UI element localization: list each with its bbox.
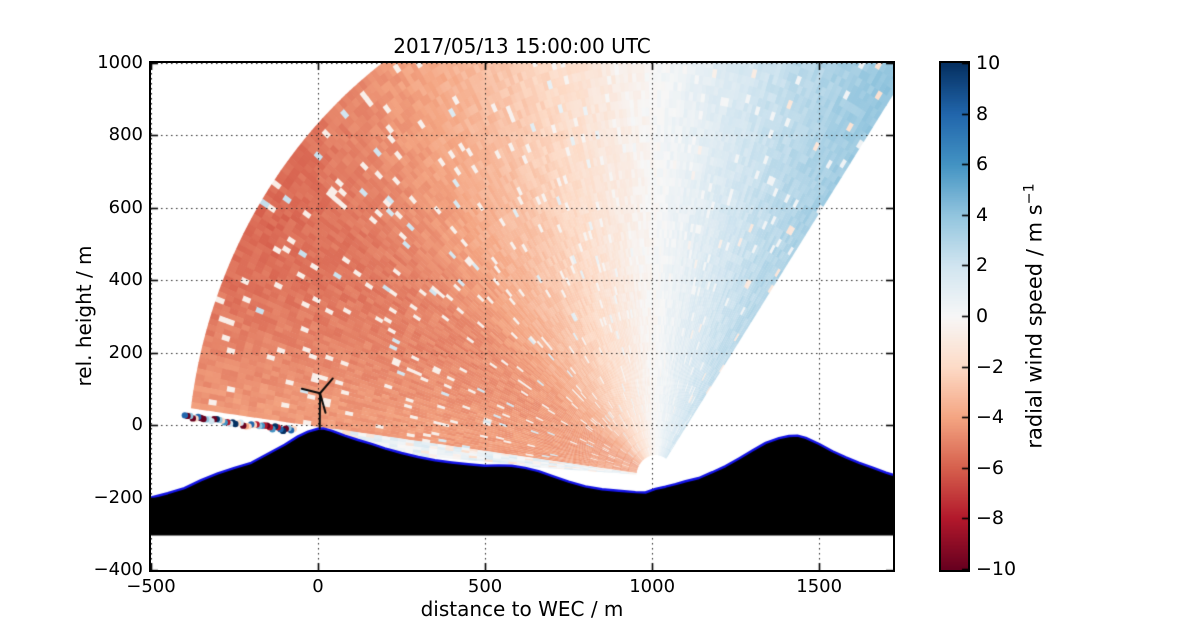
y-tick-label: 1000: [97, 52, 143, 73]
y-axis-label: rel. height / m: [72, 245, 96, 387]
y-tick-label: −400: [93, 559, 143, 580]
y-tick-label: 600: [108, 196, 143, 218]
colorbar-tick-label: 0: [976, 305, 989, 327]
x-tick-label: 1000: [629, 576, 676, 597]
colorbar-tick-label: −4: [976, 406, 1005, 429]
colorbar-label-exponent: −1: [1021, 183, 1038, 205]
colorbar-tick-label: 10: [976, 52, 1001, 74]
colorbar-tick-label: −10: [976, 558, 1017, 580]
colorbar-tick-label: 8: [976, 102, 989, 125]
x-tick-label: 500: [467, 576, 503, 597]
x-tick-label: 1500: [796, 576, 843, 597]
radial-wind-scan-canvas: [151, 63, 893, 570]
colorbar-canvas: [941, 63, 968, 570]
y-tick-label: 400: [108, 269, 143, 291]
colorbar-frame: [939, 61, 970, 572]
x-tick-label: −500: [126, 576, 176, 597]
colorbar-tick-label: −6: [976, 456, 1005, 479]
x-axis-label: distance to WEC / m: [420, 597, 624, 621]
colorbar-tick-label: 2: [976, 254, 989, 277]
y-tick-label: 200: [108, 341, 143, 363]
x-tick-label: 0: [312, 576, 324, 597]
colorbar-tick-label: −8: [976, 507, 1005, 530]
colorbar-tick-label: 4: [976, 203, 989, 226]
plot-title: 2017/05/13 15:00:00 UTC: [393, 34, 651, 58]
colorbar-tick-label: −2: [976, 355, 1005, 378]
y-tick-label: −200: [93, 486, 143, 508]
y-tick-label: 0: [131, 414, 143, 436]
y-tick-label: 800: [108, 124, 143, 146]
colorbar-tick-label: 6: [976, 153, 989, 176]
plot-frame: [149, 61, 895, 572]
